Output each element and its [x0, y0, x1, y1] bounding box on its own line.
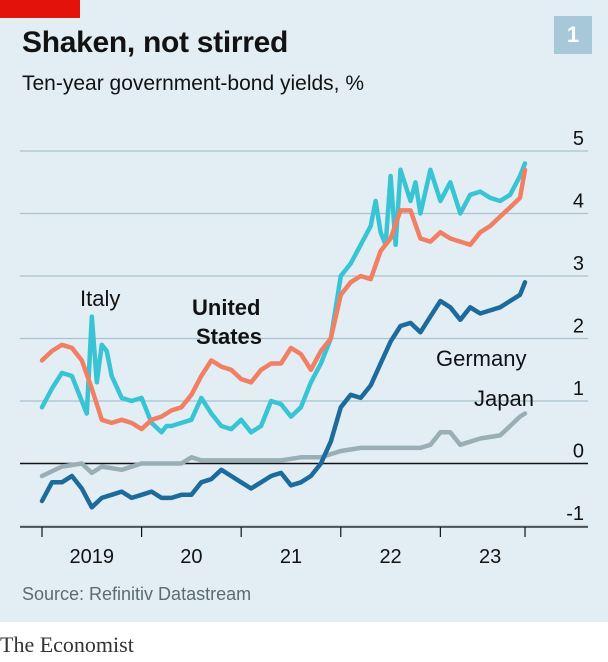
label-united-states-line2: States — [196, 324, 262, 349]
y-tick-label: 3 — [573, 253, 584, 275]
y-tick-label: 2 — [573, 316, 584, 338]
x-tick-label: 2019 — [70, 546, 115, 568]
series-line-japan — [39, 411, 528, 479]
y-tick-label: 1 — [573, 378, 584, 400]
chart-panel — [0, 0, 608, 622]
series-line-italy — [39, 161, 528, 435]
x-tick-label: 23 — [479, 546, 501, 568]
x-axis: 2019 20 21 22 23 — [20, 526, 588, 568]
chart-title: Shaken, not stirred — [22, 26, 289, 59]
chart-subtitle: Ten-year government-bond yields, % — [22, 72, 365, 95]
series-line-germany — [39, 280, 528, 510]
label-japan: Japan — [474, 386, 534, 411]
source-note: Source: Refinitiv Datastream — [22, 584, 252, 604]
series-lines — [39, 161, 528, 510]
y-tick-label: -1 — [566, 503, 584, 525]
y-tick-label: 4 — [573, 191, 584, 213]
gridlines — [20, 150, 588, 527]
label-united-states-line1: United — [192, 295, 260, 320]
economist-wordmark: The Economist — [0, 632, 134, 657]
x-tick-label: 21 — [280, 546, 302, 568]
label-germany: Germany — [436, 346, 526, 371]
y-tick-label: 0 — [573, 441, 584, 463]
x-tick-label: 22 — [379, 546, 401, 568]
economist-red-tab — [0, 0, 80, 18]
label-italy: Italy — [80, 286, 120, 311]
x-tick-label: 20 — [180, 546, 202, 568]
series-labels: Italy United States Germany Japan — [80, 286, 534, 411]
y-axis-ticks: -1 0 1 2 3 4 5 — [566, 128, 584, 525]
chart-number-badge: 1 — [554, 16, 592, 54]
series-line-united-states — [39, 167, 528, 432]
y-tick-label: 5 — [573, 128, 584, 150]
